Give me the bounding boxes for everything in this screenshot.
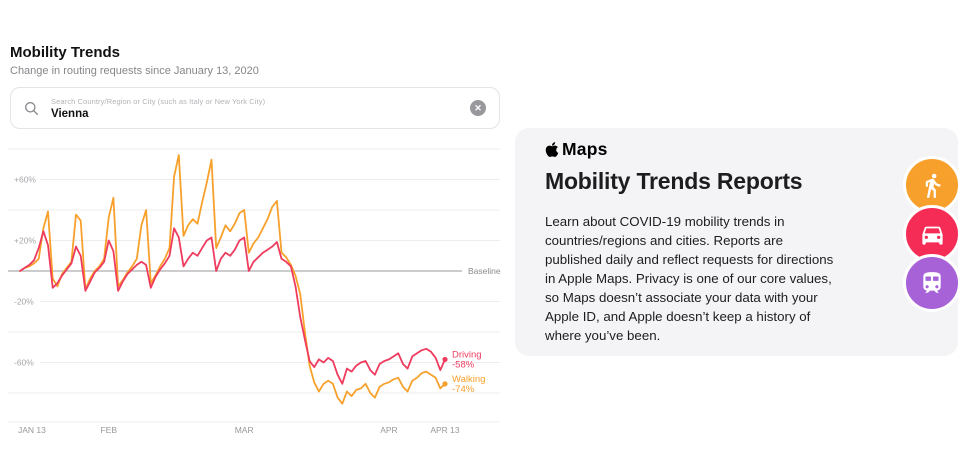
driving-icon [921, 226, 943, 245]
svg-text:-74%: -74% [452, 384, 475, 395]
panel-body-text: Learn about COVID-19 mobility trends in … [545, 214, 834, 343]
walking-badge [903, 156, 960, 214]
driving-badge [903, 205, 960, 263]
search-input[interactable] [51, 107, 411, 120]
svg-text:JAN 13: JAN 13 [18, 425, 46, 435]
page-title: Mobility Trends [10, 44, 121, 61]
maps-logo-label: Maps [562, 139, 608, 159]
svg-text:Baseline: Baseline [468, 266, 501, 276]
info-panel: Maps Mobility Trends Reports Learn about… [515, 128, 958, 356]
svg-text:+60%: +60% [14, 175, 36, 185]
svg-text:-60%: -60% [14, 358, 34, 368]
svg-text:FEB: FEB [100, 425, 117, 435]
transit-badge [903, 254, 960, 312]
search-placeholder-label: Search Country/Region or City (such as I… [51, 96, 266, 106]
svg-text:Walking: Walking [452, 374, 485, 385]
transit-icon [923, 272, 941, 293]
search-box[interactable]: Search Country/Region or City (such as I… [10, 87, 500, 129]
svg-text:APR 13: APR 13 [430, 425, 460, 435]
page-subtitle: Change in routing requests since January… [10, 65, 259, 77]
svg-text:Driving: Driving [452, 349, 482, 360]
apple-logo-icon [545, 142, 559, 157]
svg-text:-58%: -58% [452, 359, 475, 370]
walking-icon [925, 173, 940, 198]
panel-heading: Mobility Trends Reports [545, 168, 803, 194]
search-icon [24, 101, 39, 116]
clear-search-button[interactable]: ✕ [470, 100, 486, 116]
svg-text:MAR: MAR [235, 425, 254, 435]
svg-text:+20%: +20% [14, 236, 36, 246]
svg-text:-20%: -20% [14, 297, 34, 307]
mobility-trend-chart: +60% +20% -20% -60% Baseline JAN 13 FEB MAR APR A… [8, 148, 501, 435]
close-icon: ✕ [474, 102, 482, 113]
maps-logo: Maps [545, 139, 608, 160]
svg-text:APR: APR [380, 425, 397, 435]
